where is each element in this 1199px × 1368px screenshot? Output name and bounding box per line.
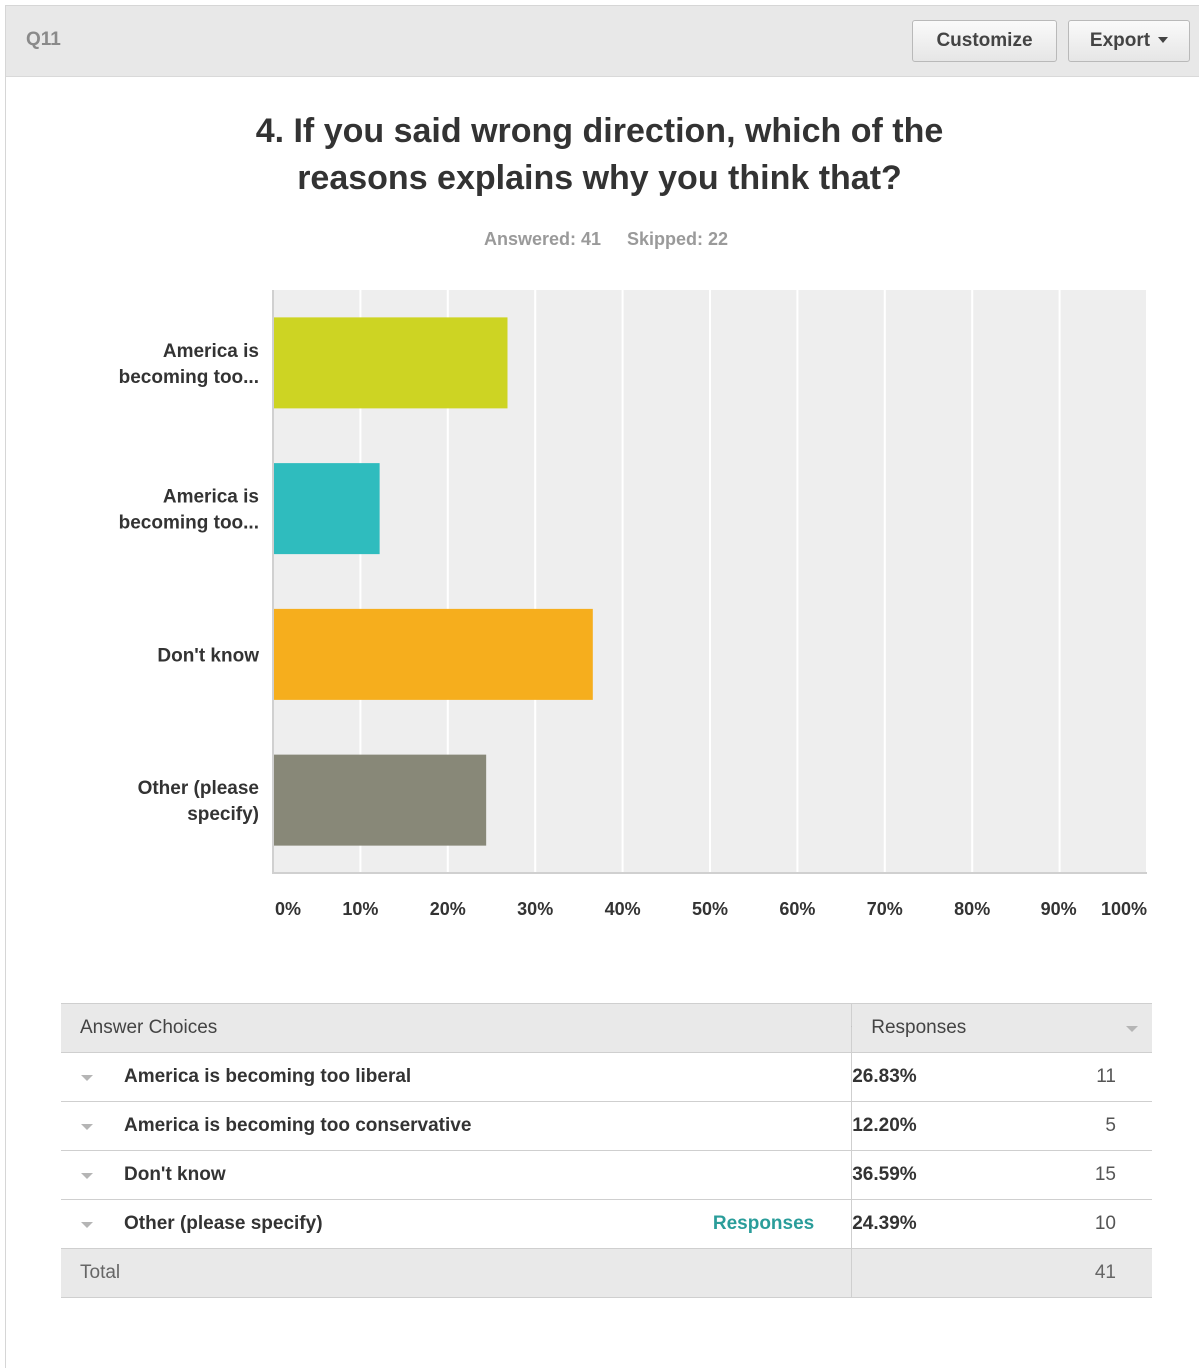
question-title-line1: 4. If you said wrong direction, which of… — [255, 112, 944, 150]
total-label: Total — [80, 1262, 121, 1283]
answer-choices-header-label: Answer Choices — [80, 1017, 218, 1038]
bar — [274, 754, 487, 846]
expand-caret-icon[interactable] — [81, 1222, 93, 1228]
percent-cell: 36.59% — [851, 1150, 1023, 1200]
table-header-row: Answer Choices Responses — [61, 1003, 1152, 1053]
category-label: America is — [163, 341, 259, 362]
x-tick-label: 90% — [1041, 899, 1077, 919]
category-label: America is — [163, 487, 259, 508]
choice-label: America is becoming too conservative — [124, 1115, 472, 1136]
expand-caret-icon[interactable] — [81, 1124, 93, 1130]
expand-caret-icon[interactable] — [81, 1173, 93, 1179]
choice-cell: America is becoming too conservative — [61, 1101, 853, 1151]
answered-count: Answered: 41 — [483, 229, 601, 249]
question-toolbar: Q11 Customize Export — [6, 6, 1199, 77]
choice-label: Other (please specify) — [124, 1213, 323, 1234]
category-label: Don't know — [157, 645, 259, 666]
table-row[interactable]: Other (please specify) Responses 24.39% … — [61, 1199, 1152, 1249]
choice-cell: Don't know — [61, 1150, 853, 1200]
bar — [274, 608, 593, 700]
table-row[interactable]: Don't know 36.59% 15 — [61, 1150, 1152, 1200]
question-id: Q11 — [26, 29, 61, 50]
x-tick-label: 10% — [342, 899, 378, 919]
customize-label: Customize — [936, 30, 1033, 51]
export-button[interactable]: Export — [1068, 20, 1190, 62]
x-tick-label: 70% — [867, 899, 903, 919]
bar — [274, 317, 508, 409]
table-row[interactable]: America is becoming too conservative 12.… — [61, 1101, 1152, 1151]
total-count: 41 — [1022, 1248, 1152, 1298]
export-label: Export — [1089, 30, 1151, 51]
question-title: 4. If you said wrong direction, which of… — [0, 108, 1199, 202]
category-label: specify) — [187, 804, 259, 825]
choice-label: Don't know — [124, 1164, 226, 1185]
question-title-line2: reasons explains why you think that? — [297, 159, 902, 197]
x-tick-label: 20% — [430, 899, 466, 919]
responses-header-label: Responses — [871, 1017, 967, 1038]
percent-cell: 26.83% — [851, 1052, 1023, 1102]
responses-table: Answer Choices Responses America is beco… — [61, 1003, 1152, 1298]
choice-cell: Other (please specify) Responses — [61, 1199, 853, 1249]
total-row: Total 41 — [61, 1248, 1152, 1298]
bar-chart: America is becoming too... America is becom… — [119, 290, 1148, 919]
percent-cell: 24.39% — [851, 1199, 1023, 1249]
choice-label: America is becoming too liberal — [124, 1066, 412, 1087]
count-cell: 15 — [1022, 1150, 1152, 1200]
category-label: becoming too... — [119, 513, 259, 534]
choice-cell: America is becoming too liberal — [61, 1052, 853, 1102]
x-tick-label: 60% — [779, 899, 815, 919]
x-tick-label: 0% — [275, 899, 301, 919]
customize-button[interactable]: Customize — [912, 20, 1057, 62]
responses-header[interactable]: Responses — [851, 1003, 1152, 1053]
x-tick-label: 100% — [1101, 899, 1147, 919]
other-responses-link[interactable]: Responses — [712, 1213, 815, 1234]
percent-cell: 12.20% — [851, 1101, 1023, 1151]
chevron-down-icon — [1158, 37, 1169, 43]
count-cell: 5 — [1022, 1101, 1152, 1151]
sort-arrow-icon[interactable] — [1126, 1026, 1138, 1032]
count-cell: 10 — [1022, 1199, 1152, 1249]
x-tick-label: 40% — [605, 899, 641, 919]
x-tick-label: 30% — [517, 899, 553, 919]
x-tick-label: 50% — [692, 899, 728, 919]
total-label-cell: Total — [61, 1248, 853, 1298]
category-label: Other (please — [138, 778, 259, 799]
response-stats: Answered: 41 Skipped: 22 — [0, 229, 1199, 250]
expand-caret-icon[interactable] — [81, 1075, 93, 1081]
answer-choices-header[interactable]: Answer Choices — [61, 1003, 863, 1053]
category-label: becoming too... — [119, 367, 259, 388]
count-cell: 11 — [1022, 1052, 1152, 1102]
x-tick-label: 80% — [954, 899, 990, 919]
table-row[interactable]: America is becoming too liberal 26.83% 1… — [61, 1052, 1152, 1102]
total-spacer-cell — [851, 1248, 1023, 1298]
bar — [274, 463, 380, 555]
skipped-count: Skipped: 22 — [627, 229, 729, 249]
